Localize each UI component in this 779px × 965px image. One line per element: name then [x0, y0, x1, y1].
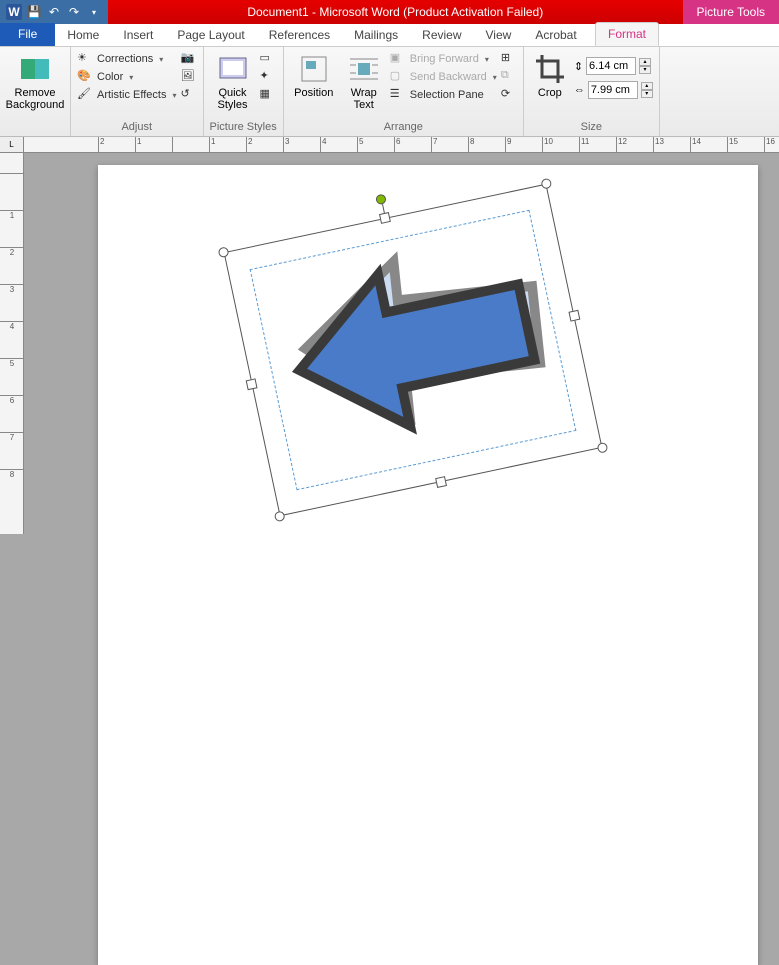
size-group-label: Size: [530, 121, 653, 134]
compress-icon: 📷: [181, 51, 197, 67]
selected-picture[interactable]: [248, 215, 578, 485]
height-down[interactable]: ▾: [639, 66, 651, 74]
group-picture-styles: Quick Styles ▭ ✦ ▦ Picture Styles: [204, 47, 284, 136]
color-button[interactable]: 🎨Color: [77, 69, 177, 85]
vertical-ruler[interactable]: 12345678: [0, 153, 24, 534]
send-backward-button[interactable]: ▢Send Backward: [390, 69, 497, 85]
crop-icon: [534, 53, 566, 85]
width-up[interactable]: ▴: [641, 82, 653, 90]
resize-handle-bottom-right[interactable]: [597, 442, 609, 454]
width-down[interactable]: ▾: [641, 90, 653, 98]
reset-picture-button[interactable]: ↺: [181, 87, 197, 103]
crop-button[interactable]: Crop: [530, 51, 570, 101]
document-page[interactable]: [98, 165, 758, 965]
ribbon: Remove Background ☀Corrections 🎨Color 🖌A…: [0, 47, 779, 137]
workspace: L 21123456789101112131415161718 12345678: [0, 137, 779, 534]
window-title: Document1 - Microsoft Word (Product Acti…: [108, 5, 683, 19]
compress-pictures-button[interactable]: 📷: [181, 51, 197, 67]
height-icon: ⇕: [574, 60, 583, 73]
width-spinner[interactable]: ⇔ ▴▾: [574, 81, 653, 99]
bring-forward-button[interactable]: ▣Bring Forward: [390, 51, 497, 67]
tab-insert[interactable]: Insert: [111, 24, 165, 46]
artistic-effects-icon: 🖌: [77, 87, 93, 103]
adjust-group-label: Adjust: [77, 121, 197, 134]
selection-pane-button[interactable]: ☰Selection Pane: [390, 87, 497, 103]
width-icon: ⇔: [574, 84, 585, 96]
undo-icon[interactable]: ↶: [46, 4, 62, 20]
group-icon: ⧉: [501, 69, 517, 85]
tab-page-layout[interactable]: Page Layout: [165, 24, 256, 46]
ribbon-tabs: File Home Insert Page Layout References …: [0, 24, 779, 47]
width-input[interactable]: [588, 81, 638, 99]
picture-styles-group-label: Picture Styles: [210, 121, 277, 134]
save-icon[interactable]: 💾: [26, 4, 42, 20]
tab-references[interactable]: References: [257, 24, 342, 46]
height-up[interactable]: ▴: [639, 58, 651, 66]
border-icon: ▭: [260, 51, 276, 67]
position-button[interactable]: Position: [290, 51, 338, 101]
group-size: Crop ⇕ ▴▾ ⇔ ▴▾ Size: [524, 47, 660, 136]
layout-icon: ▦: [260, 87, 276, 103]
tab-home[interactable]: Home: [55, 24, 111, 46]
resize-handle-top[interactable]: [379, 212, 391, 224]
send-backward-icon: ▢: [390, 69, 406, 85]
reset-icon: ↺: [181, 87, 197, 103]
quick-styles-button[interactable]: Quick Styles: [210, 51, 256, 113]
corrections-icon: ☀: [77, 51, 93, 67]
picture-effects-button[interactable]: ✦: [260, 69, 276, 85]
corrections-button[interactable]: ☀Corrections: [77, 51, 177, 67]
picture-tools-contextual-tab: Picture Tools: [683, 0, 779, 24]
group-remove-background: Remove Background: [0, 47, 71, 136]
tab-mailings[interactable]: Mailings: [342, 24, 410, 46]
remove-background-icon: [19, 53, 51, 85]
picture-layout-button[interactable]: ▦: [260, 87, 276, 103]
height-input[interactable]: [586, 57, 636, 75]
wrap-text-icon: [348, 53, 380, 85]
group-adjust: ☀Corrections 🎨Color 🖌Artistic Effects 📷 …: [71, 47, 204, 136]
word-app-icon[interactable]: W: [6, 4, 22, 20]
bring-forward-icon: ▣: [390, 51, 406, 67]
wrap-text-button[interactable]: Wrap Text: [342, 51, 386, 113]
change-picture-icon: 🖼: [181, 69, 197, 85]
title-bar: W 💾 ↶ ↷ ▾ Document1 - Microsoft Word (Pr…: [0, 0, 779, 24]
height-spinner[interactable]: ⇕ ▴▾: [574, 57, 653, 75]
tab-view[interactable]: View: [474, 24, 524, 46]
group-button[interactable]: ⧉: [501, 69, 517, 85]
rotate-icon: ⟳: [501, 87, 517, 103]
change-picture-button[interactable]: 🖼: [181, 69, 197, 85]
tab-review[interactable]: Review: [410, 24, 473, 46]
group-arrange: Position Wrap Text ▣Bring Forward ▢Send …: [284, 47, 524, 136]
position-icon: [298, 53, 330, 85]
qat-dropdown-icon[interactable]: ▾: [86, 4, 102, 20]
arrange-group-label: Arrange: [290, 121, 517, 134]
resize-handle-left[interactable]: [246, 378, 258, 390]
picture-border-button[interactable]: ▭: [260, 51, 276, 67]
redo-icon[interactable]: ↷: [66, 4, 82, 20]
tab-file[interactable]: File: [0, 23, 55, 46]
horizontal-ruler[interactable]: 21123456789101112131415161718: [24, 137, 779, 153]
rotation-handle[interactable]: [375, 193, 387, 205]
resize-handle-right[interactable]: [568, 310, 580, 322]
remove-background-button[interactable]: Remove Background: [6, 51, 64, 113]
align-button[interactable]: ⊞: [501, 51, 517, 67]
remove-background-label: Remove Background: [6, 87, 65, 111]
tab-format[interactable]: Format: [595, 22, 659, 46]
quick-styles-icon: [217, 53, 249, 85]
resize-handle-bottom[interactable]: [435, 476, 447, 488]
selection-pane-icon: ☰: [390, 87, 406, 103]
quick-access-toolbar: W 💾 ↶ ↷ ▾: [0, 0, 108, 24]
color-icon: 🎨: [77, 69, 93, 85]
selection-box: [224, 184, 603, 517]
artistic-effects-button[interactable]: 🖌Artistic Effects: [77, 87, 177, 103]
rotate-button[interactable]: ⟳: [501, 87, 517, 103]
ruler-corner[interactable]: L: [0, 137, 24, 153]
effects-icon: ✦: [260, 69, 276, 85]
tab-acrobat[interactable]: Acrobat: [523, 24, 588, 46]
align-icon: ⊞: [501, 51, 517, 67]
